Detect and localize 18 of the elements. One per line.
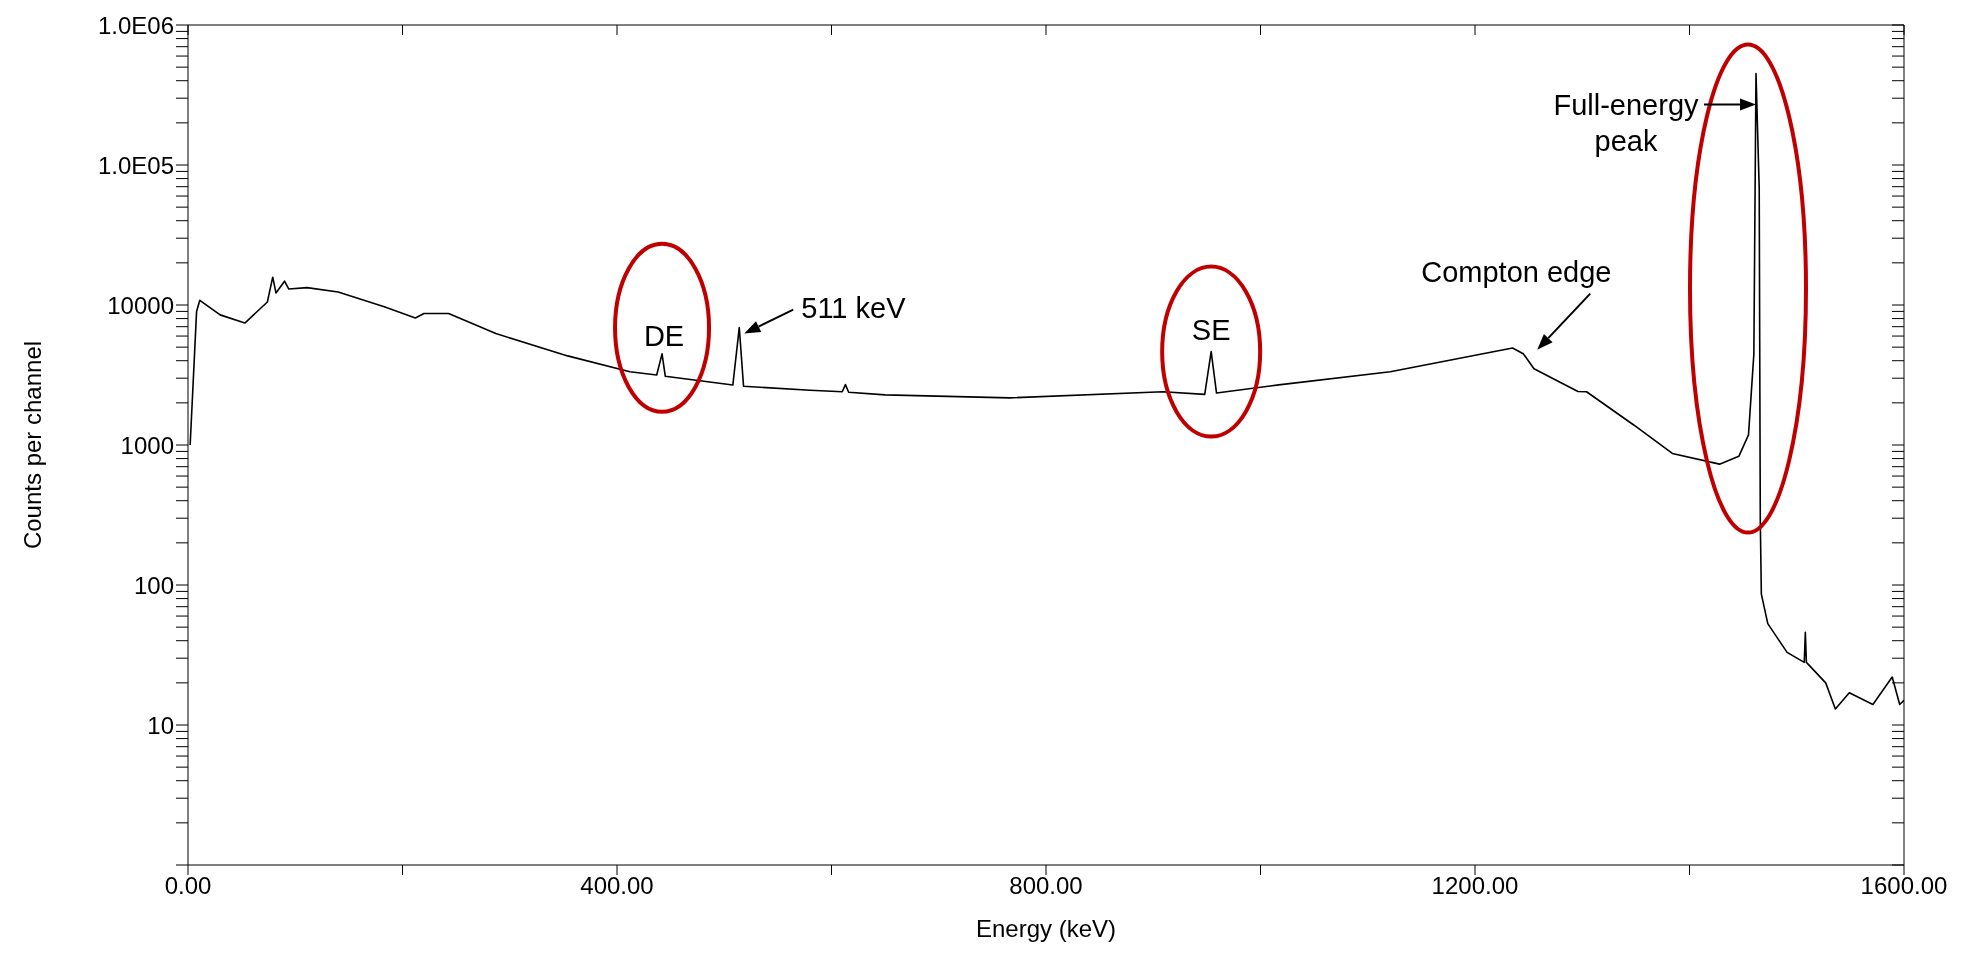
x-tick-label: 1200.00 [1431, 872, 1519, 900]
annotation: Compton edge [1421, 255, 1612, 288]
x-axis-title: Energy (keV) [975, 915, 1117, 942]
y-axis-title: Counts per channel [18, 340, 46, 550]
annotation: SE [1191, 313, 1231, 346]
y-tick-label: 10 [147, 711, 174, 739]
x-tick-label: 1600.00 [1860, 872, 1948, 900]
y-tick-label: 1000 [120, 431, 174, 459]
annotation: 511 keV [801, 291, 907, 324]
y-tick-label: 100 [133, 571, 174, 599]
annotation: Full-energy peak [1553, 88, 1700, 157]
y-tick-label: 10000 [107, 291, 174, 319]
x-tick-label: 800.00 [1009, 872, 1083, 900]
x-tick-label: 0.00 [164, 872, 212, 900]
x-tick-label: 400.00 [580, 872, 654, 900]
y-tick-label: 1.0E06 [97, 11, 174, 39]
annotation: DE [643, 319, 685, 352]
y-tick-label: 1.0E05 [97, 151, 174, 179]
